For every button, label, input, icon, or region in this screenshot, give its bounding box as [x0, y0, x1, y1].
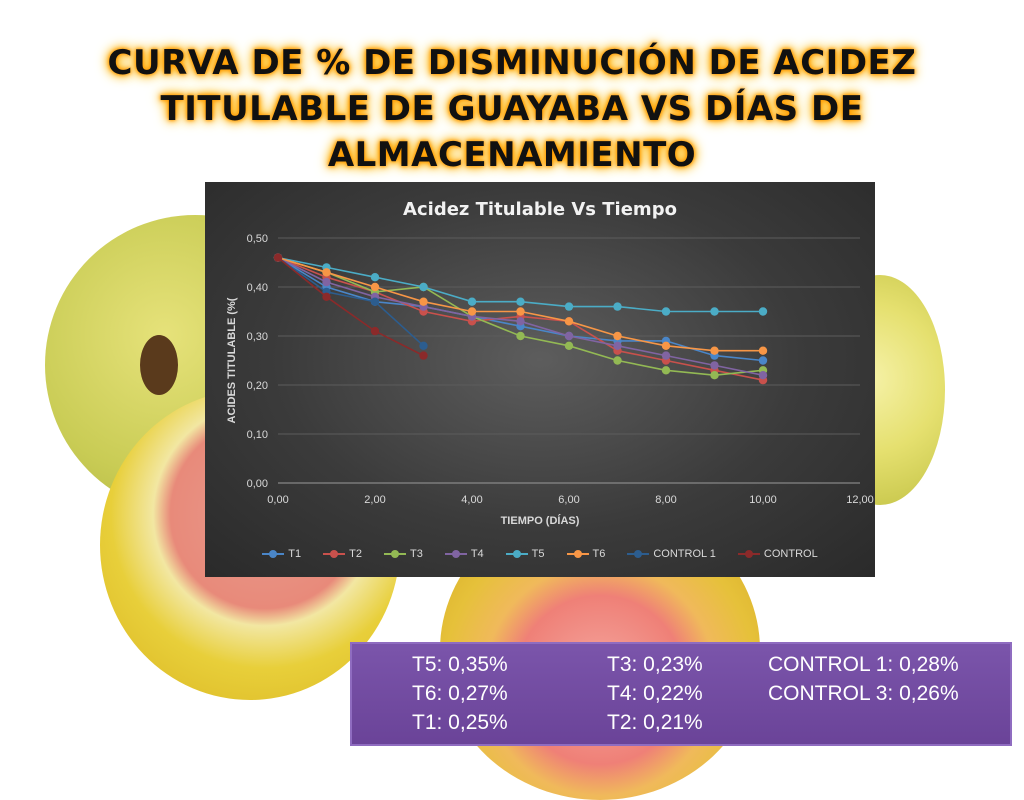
legend-swatch: [627, 550, 650, 558]
data-point: [661, 366, 671, 375]
x-tick-label: 12,00: [846, 494, 874, 506]
data-point: [710, 346, 719, 355]
data-point: [758, 307, 768, 316]
legend-swatch: [383, 550, 406, 558]
legend-swatch: [444, 550, 467, 558]
x-tick-label: 10,00: [749, 494, 777, 506]
data-point: [273, 253, 283, 262]
data-point: [613, 341, 622, 350]
legend-label: T2: [349, 548, 362, 560]
data-point: [710, 361, 719, 370]
series-line: [277, 256, 424, 357]
legend-label: T6: [592, 548, 606, 560]
legend-item: CONTROL 1: [627, 548, 716, 560]
data-point: [516, 307, 525, 316]
data-point: [758, 371, 768, 380]
data-point: [758, 356, 768, 365]
x-tick-label: 2,00: [364, 494, 385, 506]
legend-item: T6: [566, 548, 606, 560]
legend-swatch: [262, 550, 285, 558]
y-tick-label: 0,20: [247, 380, 268, 392]
data-point: [710, 307, 719, 316]
y-axis-label: ACIDES TITULABLE (%(: [226, 297, 238, 423]
data-point: [516, 331, 525, 341]
data-point: [661, 351, 671, 360]
legend-swatch: [323, 550, 346, 558]
data-point: [370, 297, 380, 306]
result-item: T5: 0,35%: [412, 653, 508, 676]
data-point: [613, 331, 622, 341]
data-point: [710, 371, 719, 380]
legend-swatch: [566, 550, 589, 558]
chart-panel: Acidez Titulable Vs Tiempo 0,00 0,10 0,20 0,…: [205, 182, 875, 577]
chart-title: Acidez Titulable Vs Tiempo: [403, 199, 677, 220]
data-point: [419, 351, 428, 360]
result-item: T1: 0,25%: [412, 711, 508, 734]
x-tick-label: 4,00: [461, 494, 482, 506]
data-point: [613, 302, 622, 311]
y-tick-label: 0,00: [247, 478, 268, 490]
data-point: [564, 317, 574, 326]
result-item: T3: 0,23%: [607, 653, 703, 676]
data-point: [467, 307, 477, 316]
data-point: [564, 341, 574, 350]
data-point: [370, 326, 380, 336]
legend-swatch: [737, 550, 760, 558]
y-tick-label: 0,40: [247, 282, 268, 294]
data-point: [516, 317, 525, 326]
series-line: [277, 256, 425, 347]
data-point: [419, 282, 428, 292]
data-point: [661, 341, 671, 350]
data-point: [564, 302, 574, 311]
x-tick-label: 8,00: [655, 494, 676, 506]
legend-item: T2: [323, 548, 362, 560]
data-point: [322, 277, 331, 287]
results-panel: T5: 0,35% T6: 0,27% T1: 0,25% T3: 0,23% …: [350, 642, 1012, 746]
data-point: [419, 297, 428, 306]
y-tick-label: 0,50: [247, 233, 268, 245]
x-axis-label: TIEMPO (DÍAS): [501, 514, 580, 527]
y-tick-label: 0,10: [247, 429, 268, 441]
x-tick-label: 6,00: [558, 494, 579, 506]
x-tick-label: 0,00: [267, 494, 288, 506]
data-point: [613, 356, 622, 365]
data-point: [419, 341, 428, 350]
results-column-1: T5: 0,35% T6: 0,27% T1: 0,25%: [412, 650, 508, 737]
data-point: [322, 292, 331, 301]
legend-item: T4: [444, 548, 484, 560]
results-column-3: CONTROL 1: 0,28% CONTROL 3: 0,26%: [768, 650, 959, 708]
legend-label: T4: [470, 548, 484, 560]
legend-item: T3: [383, 548, 423, 560]
data-point: [370, 273, 380, 282]
legend-item: CONTROL: [737, 548, 818, 560]
result-item: T4: 0,22%: [607, 682, 703, 705]
legend-label: T3: [409, 548, 423, 560]
data-point: [516, 297, 525, 306]
data-point: [564, 331, 574, 341]
legend-swatch: [505, 550, 528, 558]
data-point: [322, 268, 331, 277]
result-item: T2: 0,21%: [607, 711, 703, 734]
legend-label: CONTROL: [763, 548, 818, 560]
y-tick-label: 0,30: [247, 331, 268, 343]
result-item: CONTROL 3: 0,26%: [768, 682, 959, 705]
legend-item: T5: [505, 548, 545, 560]
result-item: T6: 0,27%: [412, 682, 508, 705]
data-point: [758, 346, 768, 355]
results-column-2: T3: 0,23% T4: 0,22% T2: 0,21%: [607, 650, 703, 737]
data-point: [370, 282, 380, 292]
line-chart: Acidez Titulable Vs Tiempo 0,00 0,10 0,20 0,…: [226, 199, 874, 527]
legend-item: T1: [262, 548, 301, 560]
legend-label: T1: [288, 548, 302, 560]
legend-label: T5: [531, 548, 545, 560]
result-item: CONTROL 1: 0,28%: [768, 653, 959, 676]
page-title: CURVA DE % DE DISMINUCIÓN DE ACIDEZ TITU…: [107, 43, 917, 175]
chart-legend: T1 T2 T3 T4 T5 T6 CONTROL 1 CONTROL: [205, 548, 875, 560]
legend-label: CONTROL 1: [653, 548, 716, 560]
data-point: [467, 297, 477, 306]
data-point: [661, 307, 671, 316]
